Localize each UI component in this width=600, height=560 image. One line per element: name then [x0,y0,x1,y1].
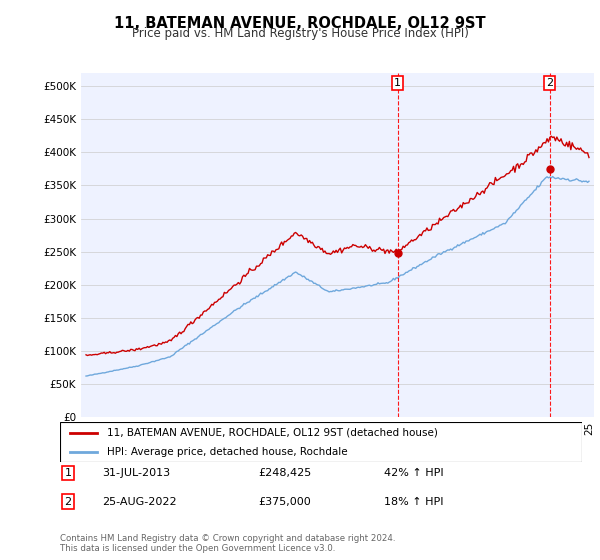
Text: Contains HM Land Registry data © Crown copyright and database right 2024.
This d: Contains HM Land Registry data © Crown c… [60,534,395,553]
Text: £248,425: £248,425 [259,468,311,478]
Text: Price paid vs. HM Land Registry's House Price Index (HPI): Price paid vs. HM Land Registry's House … [131,27,469,40]
Text: 31-JUL-2013: 31-JUL-2013 [102,468,170,478]
Text: 1: 1 [394,78,401,88]
Text: 25-AUG-2022: 25-AUG-2022 [102,497,176,507]
Text: 2: 2 [546,78,553,88]
Text: 1: 1 [64,468,71,478]
Text: 11, BATEMAN AVENUE, ROCHDALE, OL12 9ST: 11, BATEMAN AVENUE, ROCHDALE, OL12 9ST [114,16,486,31]
Text: 42% ↑ HPI: 42% ↑ HPI [383,468,443,478]
Text: 18% ↑ HPI: 18% ↑ HPI [383,497,443,507]
Text: 11, BATEMAN AVENUE, ROCHDALE, OL12 9ST (detached house): 11, BATEMAN AVENUE, ROCHDALE, OL12 9ST (… [107,428,438,438]
Text: £375,000: £375,000 [259,497,311,507]
Text: 2: 2 [64,497,71,507]
Text: HPI: Average price, detached house, Rochdale: HPI: Average price, detached house, Roch… [107,447,347,457]
